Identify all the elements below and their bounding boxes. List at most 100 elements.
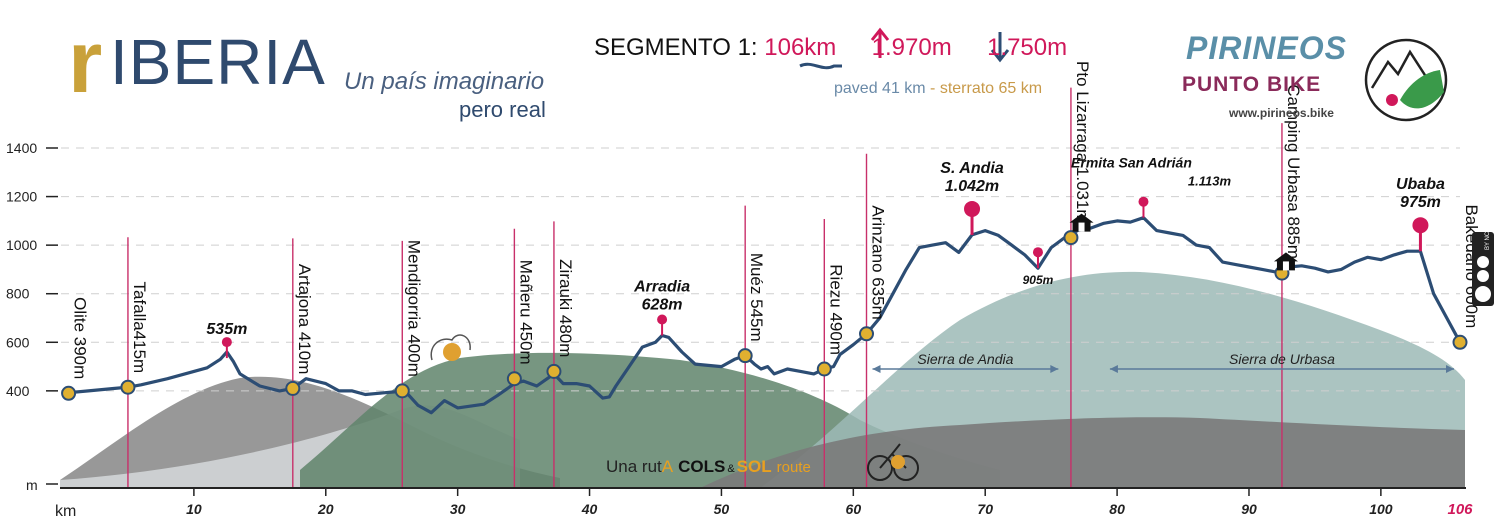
ascent-arrow-icon	[870, 27, 890, 58]
waypoint-label: Muéz 545m	[747, 253, 766, 342]
surface-summary: paved 41 km - sterrato 65 km	[834, 80, 1042, 98]
y-axis-label: m	[26, 477, 38, 493]
license-badge-text: BY NC	[1485, 231, 1491, 250]
x-end-label: 106	[1447, 501, 1473, 518]
waypoint-point	[394, 383, 410, 399]
waypoint-point	[120, 379, 136, 395]
brand-initial: r	[68, 12, 102, 111]
y-tick-label: 1400	[6, 140, 37, 156]
summit-pin	[964, 200, 981, 217]
background-terrain	[60, 271, 1465, 488]
waypoint-label: Arinzano 635m	[869, 205, 888, 319]
waypoint-label: Zirauki 480m	[556, 259, 575, 357]
range-arrow-head	[1109, 365, 1118, 373]
shelter-door	[1282, 261, 1289, 271]
range-arrows: Sierra de Andia Sierra de Urbasa	[872, 351, 1454, 373]
grid	[46, 147, 1460, 392]
summit-label-line2: 1.042m	[945, 178, 999, 195]
waypoint-point	[737, 348, 753, 364]
x-tick-label: 70	[977, 501, 993, 517]
x-tick-label: 80	[1109, 501, 1125, 517]
waypoint-label: Mendigorria 400m	[404, 240, 423, 377]
pirineos-logo-circle	[1364, 38, 1448, 122]
x-tick-label: 40	[581, 501, 598, 517]
logo-line-2: PUNTO BIKE	[1182, 73, 1322, 96]
summit-label-line1: S. Andia	[940, 160, 1004, 177]
x-tick-label: 90	[1241, 501, 1257, 517]
y-tick-label: 800	[6, 286, 30, 302]
waypoint-label: Tafalla415m	[130, 282, 149, 374]
waypoint-label: Olite 390m	[71, 297, 90, 379]
shelter-door	[1078, 222, 1085, 232]
surface-paved: paved 41 km	[834, 80, 926, 97]
shelter-icon	[1273, 252, 1298, 271]
segment-descent: 1.750m	[987, 34, 1068, 61]
range-arrow-head	[1446, 365, 1454, 373]
segment-distance: 106km	[764, 34, 837, 61]
summit-label-line2: 975m	[1400, 194, 1441, 211]
slogan-line-1: Un país imaginario	[344, 68, 545, 95]
sun-illustration	[430, 334, 471, 361]
shelter-icons	[1069, 213, 1298, 271]
x-tick-label: 100	[1369, 501, 1393, 517]
x-tick-label: 10	[186, 501, 202, 517]
y-tick-label: 400	[6, 383, 30, 399]
logo-line-1: PIRINEOS	[1186, 30, 1347, 66]
range-label: Sierra de Andia	[917, 351, 1013, 367]
waypoint-label: Camping Urbasa 885m	[1284, 84, 1303, 259]
slogan-line-2: pero real	[459, 97, 546, 122]
range-arrow-head	[1050, 365, 1059, 373]
waypoint-point	[1452, 334, 1468, 350]
y-tick-label: 1200	[6, 189, 37, 205]
waypoint-point	[285, 380, 301, 396]
x-tick-label: 60	[846, 501, 862, 517]
distance-arrow-icon	[799, 62, 842, 70]
license-badge: BY NC	[1472, 231, 1494, 306]
summit-label-line1: Ermita San Adrián	[1071, 155, 1192, 171]
shelter-icon	[1069, 213, 1094, 232]
route-tagline: Una rutA COLS & SOL route	[606, 457, 811, 476]
waypoint-label: Artajona 410m	[295, 264, 314, 375]
waypoint-point	[1063, 230, 1079, 246]
axes: 400 600 800 1000 1200 1400 m km 10 20 30 40 50 60 70 80…	[6, 140, 1473, 520]
cyclist-icon	[867, 443, 919, 481]
summit-pin	[657, 314, 668, 325]
logo-url: www.pirineos.bike	[1229, 106, 1334, 120]
waypoint-label: Pto Lizarraga 1.031m	[1073, 61, 1092, 224]
summit-pin	[1032, 247, 1043, 258]
x-tick-label: 50	[714, 501, 730, 517]
profile-line	[61, 216, 1462, 415]
summit-label-line1: Arradia	[633, 278, 690, 295]
waypoint-label: Mañeru 450m	[516, 260, 535, 365]
range-label: Sierra de Urbasa	[1229, 351, 1335, 367]
segment-ascent: 1.970m	[871, 34, 952, 61]
x-tick-label: 30	[450, 501, 466, 517]
waypoint-point	[61, 385, 77, 401]
summit-label: 535m	[206, 321, 247, 338]
summit-pin	[1412, 217, 1429, 234]
waypoint-labels: Olite 390m Tafalla415m Artajona 410m Mendig…	[71, 61, 1481, 379]
summit-label-line1: Ubaba	[1396, 176, 1445, 193]
segment-summary: SEGMENTO 1: 106km 1.970m 1.750m	[594, 34, 1067, 62]
y-tick-label: 1000	[6, 237, 37, 253]
summit-pin	[1138, 196, 1149, 207]
waypoint-markers	[127, 87, 1283, 488]
surface-dirt: sterrato 65 km	[939, 80, 1043, 97]
waypoint-point	[816, 361, 832, 377]
summit-label-line2: 1.113m	[1188, 174, 1232, 189]
brand-title: IBERIA	[110, 26, 326, 98]
summit-pin	[221, 337, 232, 348]
x-axis-label: km	[55, 503, 76, 520]
surface-separator: -	[925, 80, 940, 97]
segment-label: SEGMENTO 1:	[594, 34, 758, 61]
waypoint-point	[546, 363, 562, 379]
waypoint-label: Riezu 490m	[826, 264, 845, 355]
summit-label-line2: 628m	[642, 296, 683, 313]
range-arrow-head	[872, 365, 881, 373]
x-tick-label: 20	[317, 501, 334, 517]
y-tick-label: 600	[6, 334, 30, 350]
waypoint-point	[859, 326, 875, 342]
waypoint-points	[61, 230, 1468, 401]
